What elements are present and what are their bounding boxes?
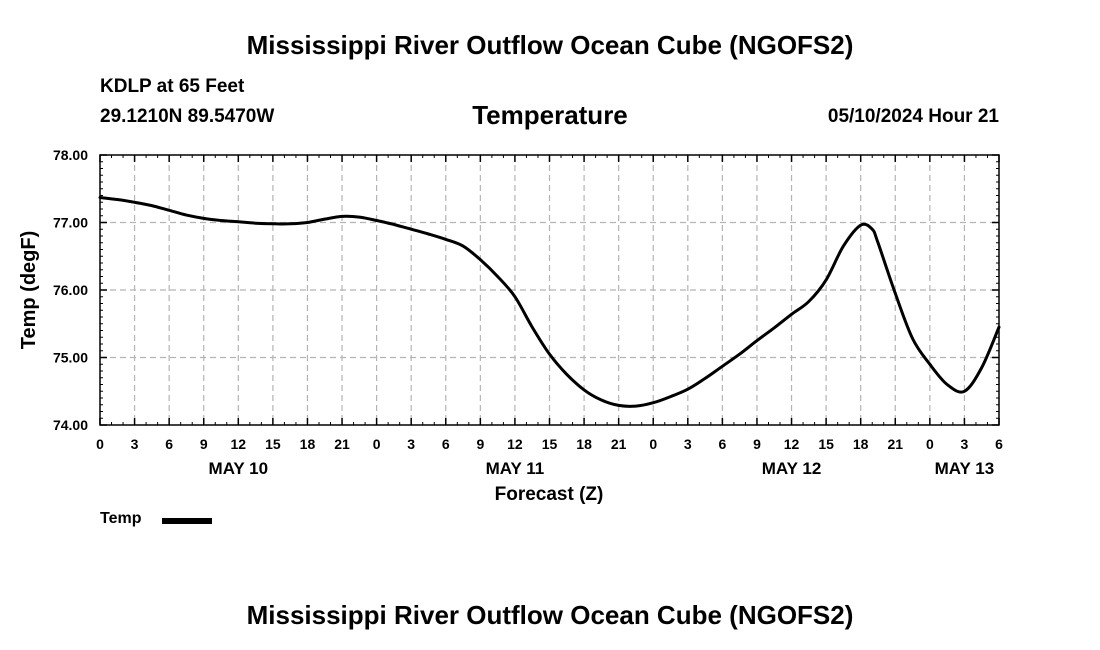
x-tick-label: 15 bbox=[818, 436, 834, 452]
axis-labels: 0 3 6 9 12 15 18 21 0 3 6 9 12 15 18 21 0 3 6 9 12 15 18 21 0 3 6 7… bbox=[53, 147, 1003, 478]
x-tick-label: 15 bbox=[265, 436, 281, 452]
x-day-label: MAY 11 bbox=[486, 459, 545, 478]
axis-ticks bbox=[99, 154, 1000, 426]
legend-label: Temp bbox=[100, 510, 142, 527]
x-tick-label: 18 bbox=[853, 436, 869, 452]
x-tick-label: 6 bbox=[165, 436, 173, 452]
x-tick-label: 9 bbox=[200, 436, 208, 452]
x-tick-label: 9 bbox=[476, 436, 484, 452]
x-tick-label: 3 bbox=[407, 436, 415, 452]
x-tick-label: 12 bbox=[231, 436, 247, 452]
x-day-label: MAY 13 bbox=[935, 459, 995, 478]
x-tick-label: 3 bbox=[131, 436, 139, 452]
x-tick-label: 0 bbox=[96, 436, 104, 452]
y-tick-label: 78.00 bbox=[53, 147, 88, 163]
x-tick-label: 12 bbox=[784, 436, 800, 452]
grid bbox=[100, 155, 999, 425]
station-coordinates: 29.1210N 89.5470W bbox=[100, 106, 275, 127]
x-tick-label: 9 bbox=[753, 436, 761, 452]
y-tick-label: 75.00 bbox=[53, 350, 88, 366]
y-tick-label: 76.00 bbox=[53, 282, 88, 298]
x-tick-label: 0 bbox=[926, 436, 934, 452]
x-tick-label: 0 bbox=[373, 436, 381, 452]
y-axis-title: Temp (degF) bbox=[18, 231, 40, 350]
station-label: KDLP at 65 Feet bbox=[100, 76, 245, 97]
footer-title: Mississippi River Outflow Ocean Cube (NG… bbox=[246, 600, 854, 630]
x-tick-label: 0 bbox=[649, 436, 657, 452]
x-tick-label: 18 bbox=[300, 436, 316, 452]
forecast-datetime: 05/10/2024 Hour 21 bbox=[827, 106, 999, 127]
x-tick-label: 3 bbox=[684, 436, 692, 452]
x-tick-label: 6 bbox=[995, 436, 1003, 452]
x-tick-label: 21 bbox=[611, 436, 627, 452]
legend-swatch bbox=[162, 518, 212, 524]
y-tick-label: 77.00 bbox=[53, 215, 88, 231]
chart-main-title: Mississippi River Outflow Ocean Cube (NG… bbox=[246, 30, 854, 60]
x-tick-label: 3 bbox=[961, 436, 969, 452]
x-tick-label: 15 bbox=[542, 436, 558, 452]
x-tick-label: 12 bbox=[507, 436, 523, 452]
temp-series-line bbox=[98, 196, 1001, 408]
x-day-label: MAY 12 bbox=[762, 459, 822, 478]
x-tick-label: 6 bbox=[442, 436, 450, 452]
x-tick-label: 18 bbox=[576, 436, 592, 452]
x-tick-label: 21 bbox=[887, 436, 903, 452]
x-axis-title: Forecast (Z) bbox=[495, 484, 604, 505]
parameter-title: Temperature bbox=[472, 100, 628, 130]
x-tick-label: 21 bbox=[334, 436, 350, 452]
x-day-label: MAY 10 bbox=[209, 459, 269, 478]
y-tick-label: 74.00 bbox=[53, 417, 88, 433]
x-tick-label: 6 bbox=[718, 436, 726, 452]
